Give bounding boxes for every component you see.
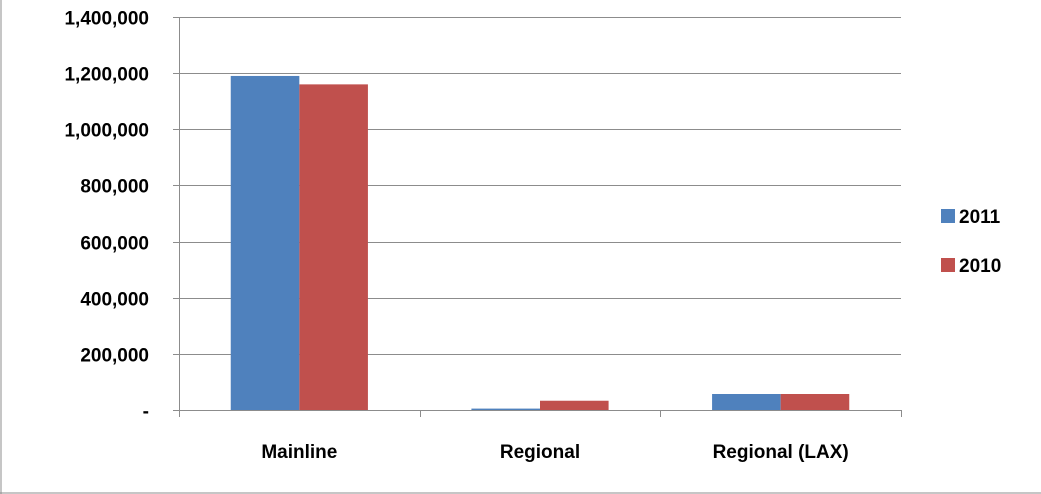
bar-2010-regional-lax- [780,393,850,410]
y-tick-label: 1,000,000 [64,121,149,142]
y-tick-label: 800,000 [80,177,149,198]
axes [173,17,902,417]
y-tick-label: 400,000 [80,290,149,311]
bar-2011-mainline [230,75,300,410]
y-tick-label: 200,000 [80,346,149,367]
y-tick-label: 1,200,000 [64,65,149,86]
bar-2010-mainline [299,84,368,410]
x-tick-label: Mainline [261,442,337,463]
legend-label-2010: 2010 [959,256,1001,277]
legend-swatch-2010 [941,258,955,272]
y-tick-labels: - 200,000 400,000 600,000 800,000 1,000,000 1,… [64,9,149,423]
bar-2010-regional [540,400,609,410]
x-tick-labels: Mainline Regional Regional (LAX) [261,442,848,463]
legend: 2011 2010 [941,207,1001,277]
y-tick-label: 600,000 [80,234,149,255]
x-tick-label: Regional (LAX) [713,442,849,463]
y-tick-label: 1,400,000 [64,9,149,30]
y-tick-label: - [143,402,149,423]
x-tick-label: Regional [500,442,580,463]
bar-2011-regional [471,408,540,410]
bar-2011-regional-lax- [712,393,781,410]
legend-swatch-2011 [941,209,955,223]
bars [230,75,850,410]
legend-label-2011: 2011 [959,207,1001,228]
